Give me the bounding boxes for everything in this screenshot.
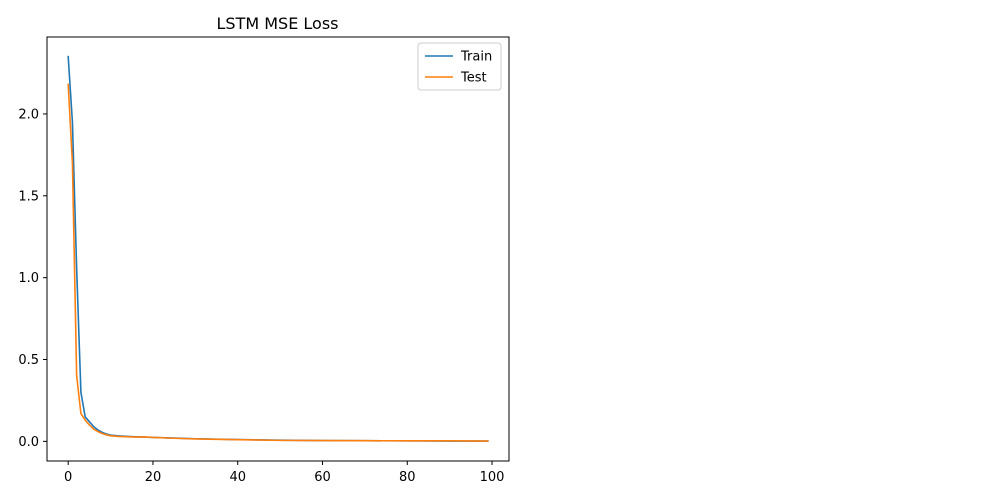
x-tick-label: 20 (145, 470, 162, 485)
y-tick-label: 0.5 (18, 353, 39, 368)
x-tick-label: 40 (229, 470, 246, 485)
y-tick-label: 1.0 (18, 271, 39, 286)
x-tick-label: 0 (64, 470, 72, 485)
axes-frame (46, 36, 510, 462)
x-tick-label: 80 (399, 470, 416, 485)
y-tick-label: 1.5 (18, 189, 39, 204)
x-tick-label: 100 (480, 470, 505, 485)
legend-label-train: Train (460, 50, 492, 65)
series-line-test (67, 83, 489, 442)
y-tick-label: 2.0 (18, 107, 39, 122)
x-tick-label: 60 (314, 470, 331, 485)
legend-label-test: Test (460, 71, 487, 86)
plot-area: 0 20 40 60 80 100 0.0 0.5 1.0 1.5 2.0 Train Test (18, 36, 510, 485)
y-tick-label: 0.0 (18, 435, 39, 450)
legend-box (417, 42, 502, 91)
chart-title: LSTM MSE Loss (217, 14, 339, 33)
